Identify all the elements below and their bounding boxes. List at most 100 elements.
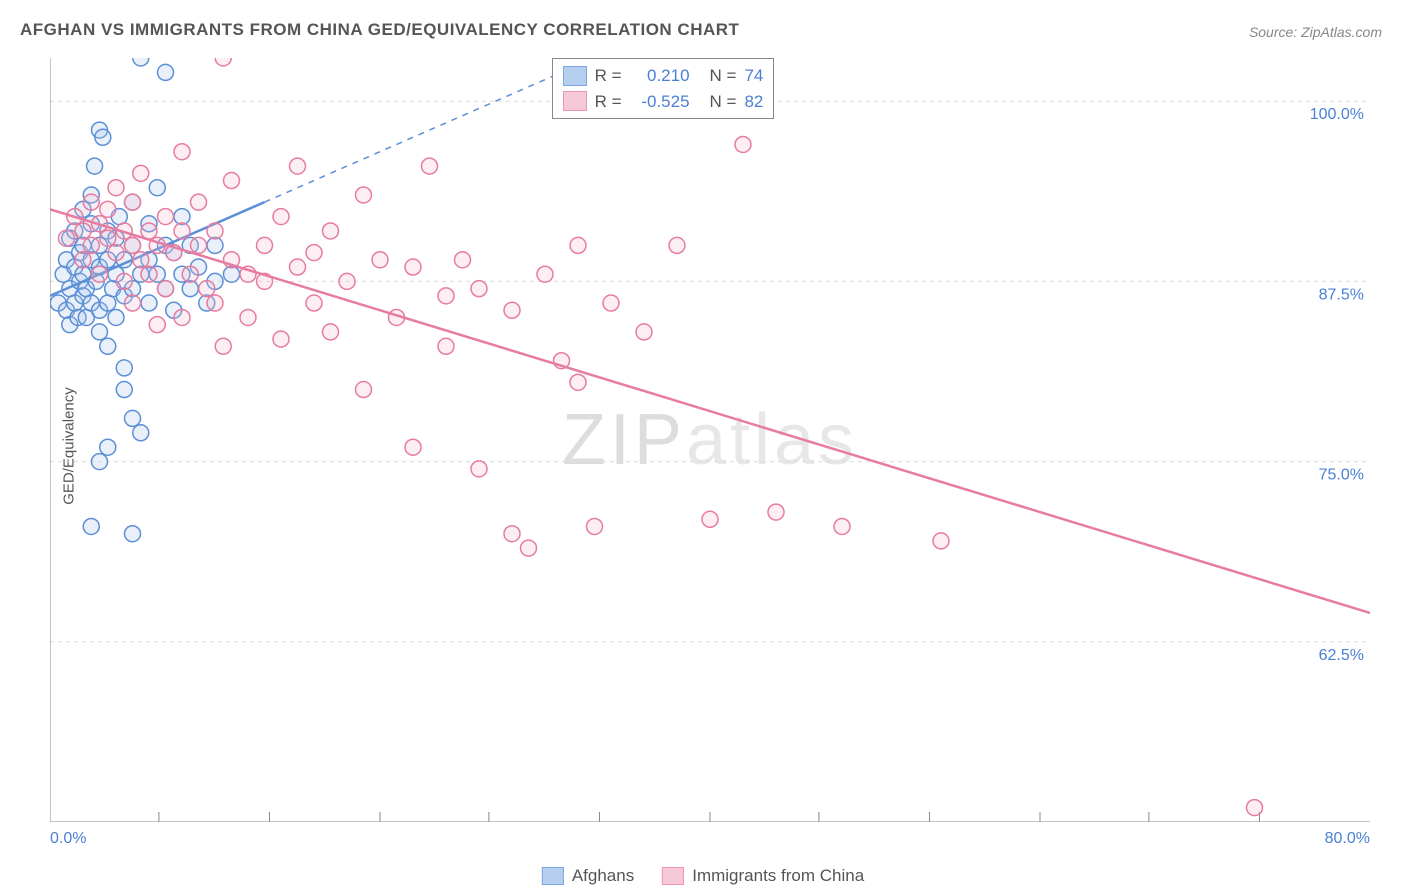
legend-row-afghans: R =0.210N =74 xyxy=(563,63,764,89)
data-point-china xyxy=(933,533,949,549)
data-point-china xyxy=(83,194,99,210)
data-point-afghans xyxy=(116,360,132,376)
data-point-china xyxy=(405,259,421,275)
y-grid-label: 87.5% xyxy=(1319,286,1364,303)
data-point-china xyxy=(323,223,339,239)
legend-n-label: N = xyxy=(710,63,737,89)
data-point-china xyxy=(207,223,223,239)
data-point-china xyxy=(100,201,116,217)
data-point-afghans xyxy=(87,158,103,174)
data-point-china xyxy=(141,266,157,282)
regression-line-china xyxy=(50,209,1370,613)
data-point-china xyxy=(191,194,207,210)
data-point-china xyxy=(182,266,198,282)
data-point-china xyxy=(669,237,685,253)
legend-series-name: Afghans xyxy=(572,866,634,886)
legend-row-china: R = -0.525 N = 82 xyxy=(563,89,764,115)
data-point-afghans xyxy=(125,410,141,426)
data-point-china xyxy=(191,237,207,253)
data-point-china xyxy=(290,158,306,174)
data-point-afghans xyxy=(207,237,223,253)
correlation-legend: R = 0.210 N = 74R = -0.525 N = 82 xyxy=(552,58,775,119)
data-point-china xyxy=(125,194,141,210)
data-point-china xyxy=(174,309,190,325)
legend-swatch-china xyxy=(662,867,684,885)
bottom-legend-item-afghans: Afghans xyxy=(542,866,634,886)
y-grid-label: 75.0% xyxy=(1319,467,1364,484)
data-point-china xyxy=(290,259,306,275)
legend-n-label: N = xyxy=(710,89,737,115)
data-point-china xyxy=(438,288,454,304)
legend-swatch-china xyxy=(563,91,587,111)
data-point-afghans xyxy=(92,454,108,470)
data-point-afghans xyxy=(100,439,116,455)
data-point-china xyxy=(356,187,372,203)
data-point-china xyxy=(504,526,520,542)
legend-n-value: 82 xyxy=(744,89,763,115)
data-point-china xyxy=(116,273,132,289)
data-point-china xyxy=(570,374,586,390)
data-point-afghans xyxy=(116,382,132,398)
legend-r-value: -0.525 xyxy=(630,89,690,115)
data-point-china xyxy=(306,245,322,261)
data-point-china xyxy=(75,252,91,268)
legend-swatch-afghans xyxy=(542,867,564,885)
data-point-china xyxy=(199,281,215,297)
data-point-china xyxy=(108,245,124,261)
data-point-china xyxy=(273,209,289,225)
data-point-china xyxy=(207,295,223,311)
data-point-china xyxy=(240,309,256,325)
data-point-afghans xyxy=(100,338,116,354)
data-point-china xyxy=(405,439,421,455)
data-point-china xyxy=(158,281,174,297)
data-point-afghans xyxy=(133,58,149,66)
data-point-china xyxy=(125,295,141,311)
data-point-china xyxy=(1247,800,1263,816)
data-point-china xyxy=(108,180,124,196)
data-point-china xyxy=(133,165,149,181)
data-point-china xyxy=(422,158,438,174)
legend-r-value: 0.210 xyxy=(630,63,690,89)
data-point-afghans xyxy=(149,180,165,196)
data-point-china xyxy=(149,317,165,333)
data-point-china xyxy=(257,237,273,253)
data-point-china xyxy=(215,338,231,354)
data-point-china xyxy=(636,324,652,340)
chart-title: AFGHAN VS IMMIGRANTS FROM CHINA GED/EQUI… xyxy=(20,20,739,40)
scatter-plot: 62.5% 75.0% 87.5% 100.0% xyxy=(50,58,1370,822)
data-point-afghans xyxy=(174,209,190,225)
data-point-china xyxy=(471,281,487,297)
legend-series-name: Immigrants from China xyxy=(692,866,864,886)
legend-n-value: 74 xyxy=(744,63,763,89)
y-grid-label: 62.5% xyxy=(1319,647,1364,664)
data-point-china xyxy=(471,461,487,477)
data-point-china xyxy=(215,58,231,66)
data-point-afghans xyxy=(92,324,108,340)
data-point-afghans xyxy=(95,129,111,145)
data-point-china xyxy=(504,302,520,318)
data-point-afghans xyxy=(158,64,174,80)
legend-swatch-afghans xyxy=(563,66,587,86)
y-grid-label: 100.0% xyxy=(1310,106,1364,123)
data-point-china xyxy=(834,518,850,534)
data-point-afghans xyxy=(224,266,240,282)
data-point-china xyxy=(174,223,190,239)
data-point-afghans xyxy=(125,526,141,542)
data-point-china xyxy=(133,252,149,268)
bottom-legend-item-china: Immigrants from China xyxy=(662,866,864,886)
data-point-china xyxy=(306,295,322,311)
data-point-china xyxy=(521,540,537,556)
legend-r-label: R = xyxy=(595,89,622,115)
data-point-china xyxy=(570,237,586,253)
data-point-china xyxy=(735,136,751,152)
data-point-china xyxy=(273,331,289,347)
data-point-china xyxy=(174,144,190,160)
series-legend: Afghans Immigrants from China xyxy=(542,866,864,886)
data-point-china xyxy=(603,295,619,311)
data-point-china xyxy=(339,273,355,289)
data-point-china xyxy=(75,223,91,239)
data-point-china xyxy=(356,382,372,398)
data-point-china xyxy=(323,324,339,340)
data-point-afghans xyxy=(108,309,124,325)
data-point-china xyxy=(141,223,157,239)
